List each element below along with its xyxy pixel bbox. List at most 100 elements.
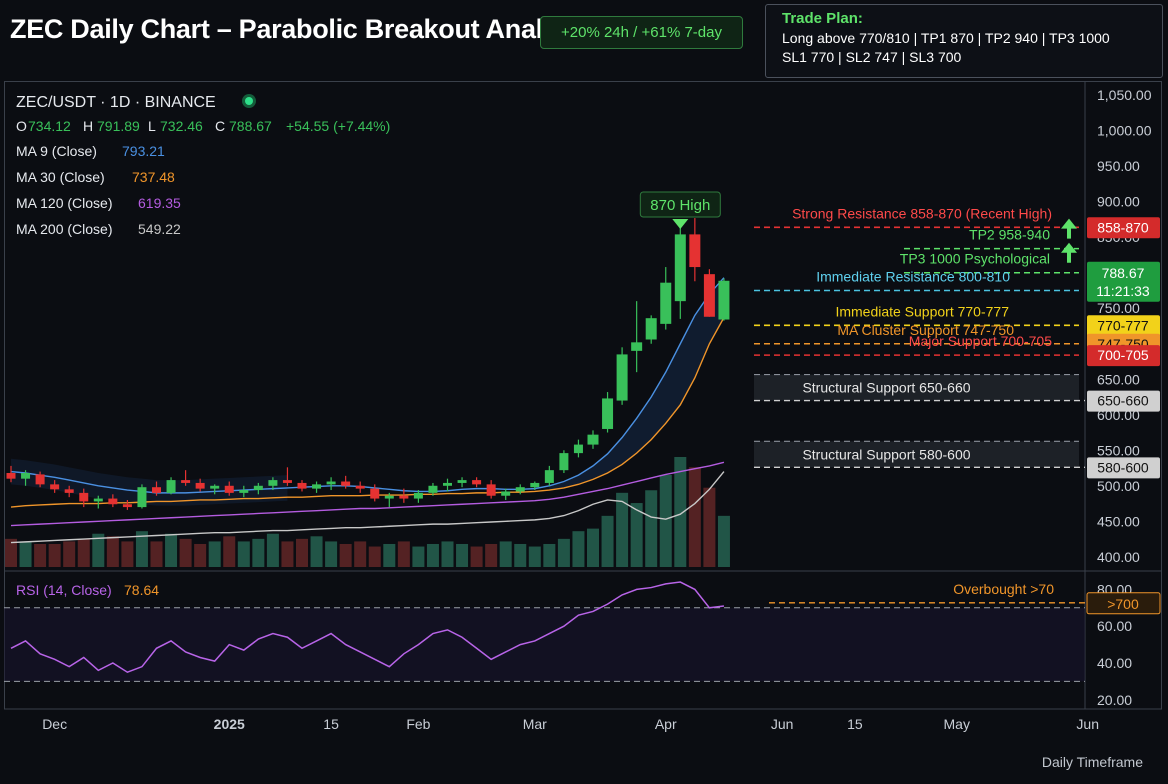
candle (137, 484, 147, 509)
volume-bar (208, 541, 221, 567)
candle-body (166, 480, 176, 493)
candle-body (501, 491, 511, 496)
candle (210, 484, 220, 495)
candle-body (341, 481, 351, 486)
trade-plan-line-1: Long above 770/810 | TP1 870 | TP2 940 |… (782, 30, 1110, 46)
level-label: Structural Support 580-600 (802, 446, 970, 462)
candle (21, 470, 31, 486)
price-chart-svg[interactable]: 400.00450.00500.00550.00600.00650.00700.… (4, 81, 1162, 741)
volume-bar (252, 538, 265, 567)
volume-bar (310, 536, 323, 567)
candle (341, 475, 351, 489)
candle (544, 465, 554, 486)
candle-body (399, 495, 409, 499)
volume-bar (5, 538, 17, 567)
up-arrow-icon (1061, 218, 1077, 239)
candle (64, 485, 74, 498)
candle (108, 494, 118, 508)
candle (122, 499, 132, 510)
candle-body (122, 504, 132, 508)
ohlc-value: H (83, 118, 93, 134)
volume-bar (48, 543, 61, 567)
candle-body (587, 434, 599, 445)
live-status-dot (245, 97, 253, 105)
level-label: Major Support 700-705 (909, 333, 1052, 349)
candle (50, 480, 60, 493)
level-tag (1087, 217, 1160, 239)
volume-bar (383, 543, 396, 567)
level-immediate-support-770-777: Immediate Support 770-777 770-777 (754, 303, 1160, 337)
volume-bar (266, 533, 279, 567)
candle-body (181, 480, 191, 483)
ma-legend-label: MA 30 (Close) (16, 169, 105, 185)
rsi-label: RSI (14, Close) (16, 582, 112, 598)
candle (282, 467, 292, 486)
rsi-tick-label: 40.00 (1097, 655, 1132, 671)
trade-plan-heading: Trade Plan: (782, 10, 863, 27)
volume-bar (237, 541, 250, 567)
candle-body (703, 274, 715, 317)
candle-body (472, 480, 482, 485)
high-label: 870 High (650, 197, 710, 214)
candle-body (645, 318, 657, 340)
ma-legend-value: 793.21 (122, 143, 165, 159)
volume-bar (354, 541, 367, 567)
timeframe-footer: Daily Timeframe (1041, 754, 1143, 770)
chart-container[interactable]: 400.00450.00500.00550.00600.00650.00700.… (4, 81, 1162, 741)
volume-bar (223, 536, 236, 567)
x-tick-label: May (944, 716, 970, 732)
volume-bar (543, 543, 556, 567)
candle-body (530, 482, 540, 488)
y-tick-label: 400.00 (1097, 549, 1140, 565)
candle (501, 488, 511, 500)
trade-plan-box: Trade Plan: Long above 770/810 | TP1 870… (765, 4, 1163, 78)
candle (718, 278, 730, 321)
candle (297, 480, 307, 492)
level-tp2-958-940: TP2 958-940 (904, 218, 1079, 250)
candle-body (457, 480, 467, 483)
candle-body (268, 480, 278, 486)
candle-body (253, 485, 263, 491)
ohlc-value: O (16, 118, 27, 134)
support-zone (754, 441, 1079, 468)
volume-bar (397, 541, 410, 567)
y-tick-label: 950.00 (1097, 158, 1140, 174)
rsi-line (10, 581, 725, 674)
candle-body (689, 234, 701, 268)
level-tag-label: 580-600 (1097, 459, 1149, 475)
volume-bar (106, 536, 119, 567)
volume-bar (674, 457, 687, 567)
candle (616, 347, 628, 405)
candle-body (631, 342, 643, 351)
candle (631, 301, 643, 373)
y-tick-label: 550.00 (1097, 442, 1140, 458)
x-tick-label: Feb (406, 716, 430, 732)
candle-body (50, 484, 60, 490)
down-triangle-icon (672, 219, 689, 230)
volume-bar (135, 531, 148, 567)
candle (370, 484, 380, 502)
level-tag-label: 858-870 (1097, 219, 1149, 235)
volume-bar (572, 531, 585, 567)
volume-bar (659, 474, 672, 567)
candle (181, 470, 191, 486)
candle (355, 481, 365, 493)
level-label: MA Cluster Support 747-750 (837, 322, 1014, 338)
candle (166, 477, 176, 495)
rsi-tick-label: 60.00 (1097, 618, 1132, 634)
volume-bar (587, 528, 599, 567)
candle-body (6, 473, 16, 479)
candle-body (559, 453, 569, 471)
level-label: TP2 958-940 (969, 227, 1050, 243)
candle-body (370, 488, 380, 499)
candle (152, 481, 161, 496)
level-tag-label: 700-705 (1097, 347, 1149, 363)
candle (399, 488, 409, 503)
y-tick-label: 1,000.00 (1097, 123, 1152, 139)
candle-body (428, 485, 438, 493)
rsi-band (4, 607, 1085, 682)
high-label-box (639, 191, 721, 218)
candle (443, 478, 452, 492)
candle (645, 315, 657, 344)
candle (703, 269, 715, 317)
